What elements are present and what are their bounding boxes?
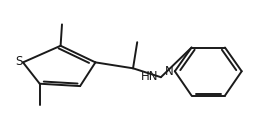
Text: N: N: [165, 65, 173, 78]
Text: HN: HN: [141, 69, 159, 83]
Text: S: S: [15, 55, 22, 68]
